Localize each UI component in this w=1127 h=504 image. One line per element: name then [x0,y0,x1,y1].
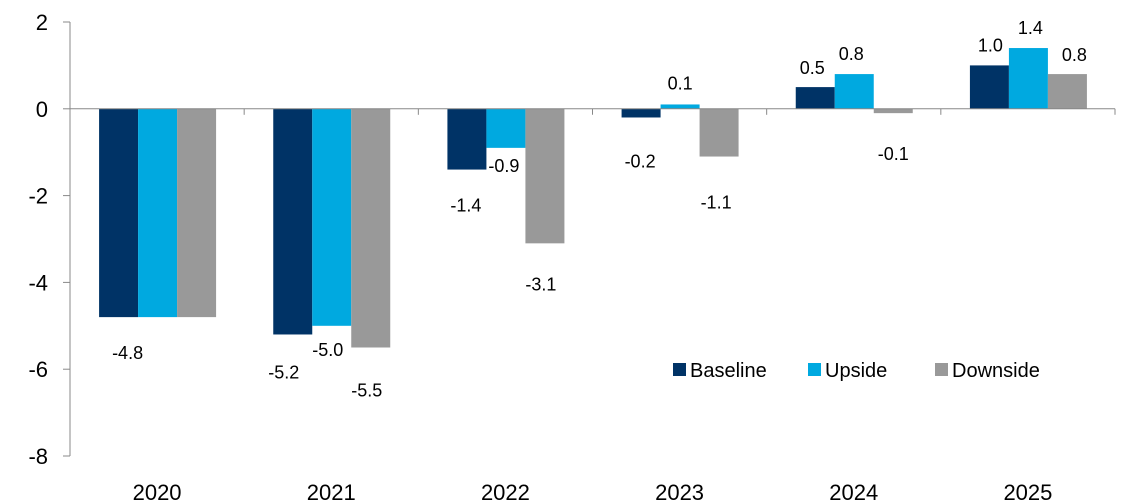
x-tick-label: 2025 [1003,480,1052,504]
y-tick-label: -4 [28,270,48,295]
bar-upside-2023 [660,104,700,109]
legend-label-downside: Downside [952,360,1040,382]
data-labels: -4.8 -5.2 -1.4 -0.2 0.5 1.0 -5.0 -0.9 0.1 0.8 1.4 -… [112,18,1087,400]
x-tick-label: 2022 [481,480,530,504]
y-tick-label: 0 [36,97,48,122]
bar-baseline-2024 [795,87,835,109]
bar-upside-2024 [834,74,874,109]
bar-baseline-2022 [447,108,487,170]
data-label-downside: 0.8 [1062,45,1087,65]
bar-upside-2025 [1008,48,1048,109]
legend-label-upside: Upside [825,360,887,382]
data-label-baseline: -1.4 [450,196,481,216]
data-label-downside: -3.1 [525,274,556,294]
bar-baseline-2025 [969,65,1009,109]
legend-label-baseline: Baseline [690,360,767,382]
bar-upside-2022 [486,108,526,148]
data-label-baseline: -4.8 [112,343,143,363]
bar-downside-2024 [873,108,913,114]
bar-baseline-2021 [273,108,313,335]
axes [69,22,1116,456]
x-tick-label: 2023 [655,480,704,504]
x-tick-label: 2021 [307,480,356,504]
data-label-baseline: 0.5 [800,58,825,78]
bar-downside-2025 [1047,74,1087,109]
bar-baseline-2020 [99,108,139,318]
x-tick-label: 2024 [829,480,878,504]
data-label-upside: 1.4 [1018,18,1043,38]
data-label-baseline: -0.2 [625,151,656,171]
bar-upside-2020 [138,108,178,318]
bar-downside-2022 [525,108,565,244]
data-label-baseline: 1.0 [978,35,1003,55]
data-label-downside: -5.5 [351,381,382,401]
data-label-baseline: -5.2 [268,362,299,382]
data-label-upside: 0.1 [668,73,693,93]
y-tick-label: -6 [28,357,48,382]
data-label-downside: -0.1 [878,144,909,164]
y-tick-label: -2 [28,184,48,209]
x-tick-label: 2020 [133,480,182,504]
x-axis-ticks: 2020 2021 2022 2023 2024 2025 [133,480,1053,504]
legend-swatch-baseline [673,363,686,376]
bar-upside-2021 [312,108,352,326]
legend: Baseline Upside Downside [673,360,1040,382]
bars [99,48,1087,348]
legend-swatch-downside [935,363,948,376]
data-label-upside: -5.0 [312,340,343,360]
y-tick-label: -8 [28,444,48,469]
data-label-upside: 0.8 [839,44,864,64]
bar-downside-2020 [177,108,217,318]
legend-swatch-upside [808,363,821,376]
bar-baseline-2023 [621,108,661,118]
bar-downside-2023 [699,108,739,157]
y-axis-ticks: 2 0 -2 -4 -6 -8 [28,10,70,469]
y-tick-label: 2 [36,10,48,35]
bar-downside-2021 [351,108,391,348]
data-label-downside: -1.1 [701,193,732,213]
data-label-upside: -0.9 [488,156,519,176]
